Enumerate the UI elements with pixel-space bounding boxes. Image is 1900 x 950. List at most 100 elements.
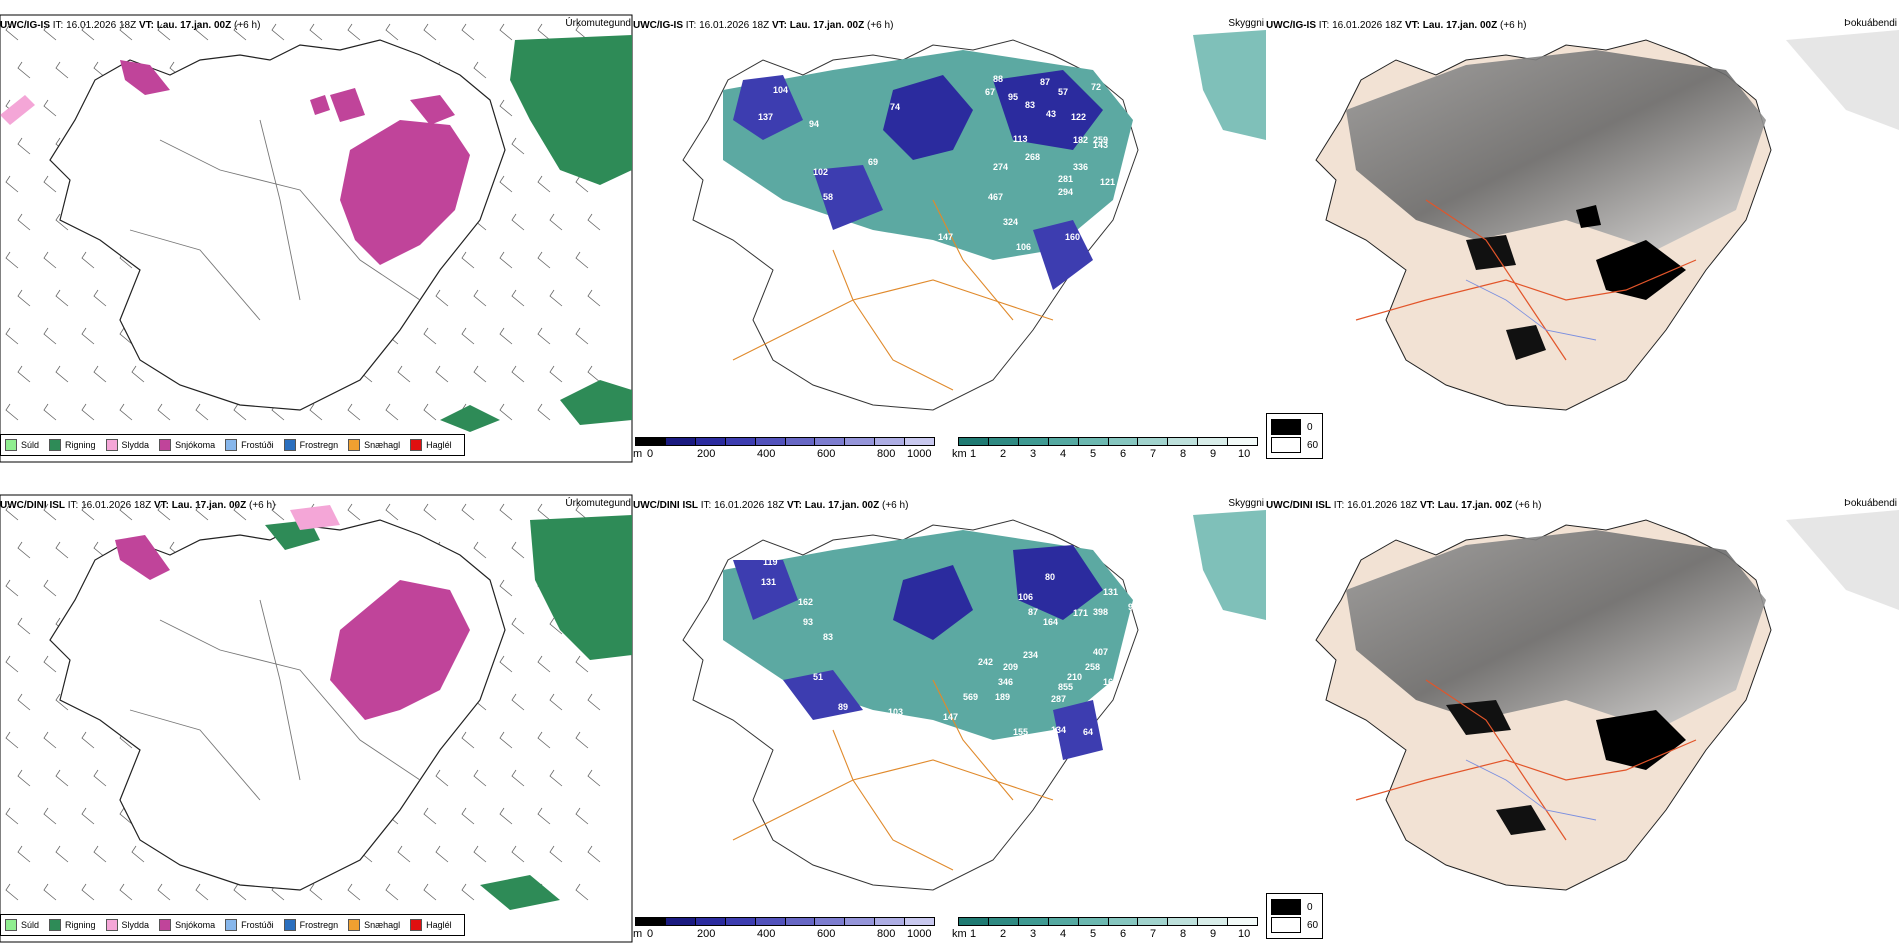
height-tick: 800 xyxy=(877,928,896,940)
ceiling-value-label: 162 xyxy=(798,597,813,607)
wind-barb xyxy=(575,883,589,901)
wind-barb xyxy=(43,731,57,749)
wind-barb xyxy=(549,845,563,863)
legend-item: Rigning xyxy=(49,919,96,931)
wind-barb xyxy=(473,61,487,79)
wind-barb xyxy=(537,327,551,345)
height-colorbar: m 0 200 400 600 800 1000 xyxy=(633,917,935,940)
visibility-map: 113 104 137 58 102 74 69 99 104 95 57 72 113 268 274 33… xyxy=(682,30,1266,411)
precip-legend: Súld Rigning Slydda Snjókoma Frostúði Fr… xyxy=(0,914,465,936)
panel-header: UWC/DINI ISL IT: 16.01.2026 18Z VT: Lau.… xyxy=(1266,500,1542,511)
wind-barb xyxy=(131,845,145,863)
visibility-panel-top: UWC/IG-IS IT: 16.01.2026 18Z VT: Lau. 17… xyxy=(633,0,1266,470)
vis-tick: 6 xyxy=(1120,928,1127,940)
ceiling-value-label: 67 xyxy=(985,87,995,97)
ceiling-value-label: 210 xyxy=(1067,672,1082,682)
vis-tick: 10 xyxy=(1238,448,1251,460)
wind-barb xyxy=(499,23,513,41)
wind-barb xyxy=(461,807,475,825)
fog-legend-label: 60 xyxy=(1307,919,1319,931)
ceiling-value-label: 95 xyxy=(1128,602,1138,612)
wind-barb xyxy=(55,213,69,231)
fog-legend-label: 60 xyxy=(1307,439,1319,451)
wind-barb xyxy=(43,327,57,345)
panel-title: Þokuábendi xyxy=(1844,498,1897,509)
ceiling-value-label: 131 xyxy=(761,577,776,587)
ceiling-value-label: 189 xyxy=(995,692,1010,702)
wind-barb xyxy=(537,403,551,421)
wind-barb xyxy=(55,769,69,787)
panel-header: UWC/IG-IS IT: 16.01.2026 18Z VT: Lau. 17… xyxy=(633,20,894,31)
wind-barb xyxy=(461,251,475,269)
wind-barb xyxy=(423,503,437,521)
wind-barb xyxy=(195,403,209,421)
wind-barb xyxy=(435,769,449,787)
height-tick: 400 xyxy=(757,448,776,460)
ceiling-value-label: 113 xyxy=(1013,134,1028,144)
vis-tick: 8 xyxy=(1180,928,1187,940)
vis-unit: km xyxy=(952,448,967,460)
fog-panel-bottom: UWC/DINI ISL IT: 16.01.2026 18Z VT: Lau.… xyxy=(1266,480,1899,950)
wind-barb xyxy=(271,23,285,41)
wind-barb xyxy=(549,769,563,787)
wind-barb xyxy=(271,503,285,521)
wind-barb xyxy=(537,251,551,269)
vis-unit: km xyxy=(952,928,967,940)
wind-barb xyxy=(549,289,563,307)
wind-barb xyxy=(55,365,69,383)
wind-barb xyxy=(17,213,31,231)
wind-barb xyxy=(119,503,133,521)
wind-barb xyxy=(575,175,589,193)
vis-tick: 2 xyxy=(1000,928,1007,940)
ceiling-value-label: 119 xyxy=(763,557,778,567)
panel-header: UWC/IG-IS IT: 16.01.2026 18Z VT: Lau. 17… xyxy=(1266,20,1527,31)
ceiling-value-label: 87 xyxy=(1040,77,1050,87)
wind-barb xyxy=(511,541,525,559)
wind-barb xyxy=(397,845,411,863)
wind-barb xyxy=(17,845,31,863)
wind-barb xyxy=(435,289,449,307)
wind-barb xyxy=(461,327,475,345)
ceiling-value-label: 166 xyxy=(1103,677,1118,687)
vis-tick: 10 xyxy=(1238,928,1251,940)
fog-panel-top: UWC/IG-IS IT: 16.01.2026 18Z VT: Lau. 17… xyxy=(1266,0,1899,470)
ceiling-value-label: 104 xyxy=(878,247,893,257)
wind-barb xyxy=(131,365,145,383)
legend-item: Frostúði xyxy=(225,439,274,451)
wind-barb xyxy=(435,365,449,383)
ceiling-value-label: 104 xyxy=(773,85,788,95)
wind-barb xyxy=(55,541,69,559)
ceiling-value-label: 74 xyxy=(890,102,900,112)
height-colorbar-swatches xyxy=(635,917,935,926)
ceiling-value-label: 51 xyxy=(813,672,823,682)
ceiling-value-label: 137 xyxy=(758,112,773,122)
wind-barb xyxy=(575,251,589,269)
height-unit: m xyxy=(633,448,643,460)
wind-barb xyxy=(17,289,31,307)
ceiling-value-label: 43 xyxy=(1046,109,1056,119)
wind-barb xyxy=(309,23,323,41)
wind-barb xyxy=(587,845,601,863)
wind-barb xyxy=(157,503,171,521)
wind-barb xyxy=(473,365,487,383)
ceiling-value-label: 131 xyxy=(1018,254,1033,264)
wind-barb xyxy=(549,213,563,231)
wind-barb xyxy=(511,617,525,635)
wind-barb xyxy=(43,579,57,597)
wind-barb xyxy=(119,23,133,41)
ceiling-value-label: 182 xyxy=(1073,135,1088,145)
wind-barb xyxy=(157,23,171,41)
wind-barb xyxy=(385,23,399,41)
wind-barb xyxy=(575,807,589,825)
ceiling-value-label: 58 xyxy=(823,192,833,202)
vis-tick: 9 xyxy=(1210,448,1217,460)
ceiling-value-label: 260 xyxy=(1138,657,1153,667)
panel-header: UWC/IG-IS IT: 16.01.2026 18Z VT: Lau. 17… xyxy=(0,20,261,31)
wind-barb xyxy=(5,503,19,521)
wind-barb xyxy=(385,883,399,901)
wind-barb xyxy=(461,503,475,521)
ceiling-value-label: 147 xyxy=(943,712,958,722)
wind-barb xyxy=(511,365,525,383)
vis-tick: 3 xyxy=(1030,448,1037,460)
wind-barb xyxy=(499,655,513,673)
